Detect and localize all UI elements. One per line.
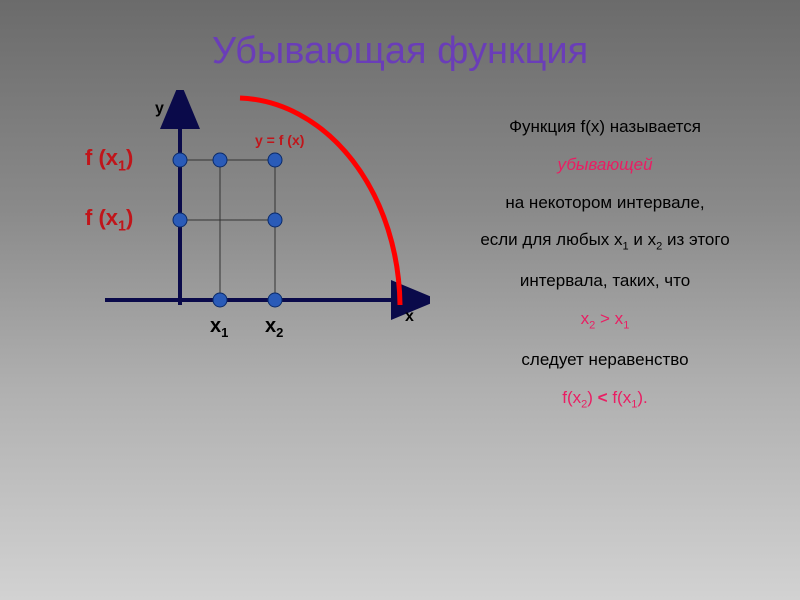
point-x2-fx1 bbox=[268, 153, 282, 167]
def-line7: следует неравенство bbox=[435, 348, 775, 372]
def-line4: если для любых x1 и x2 из этого bbox=[435, 228, 775, 255]
definition-text: Функция f(x) называется убывающей на нек… bbox=[435, 115, 775, 427]
page-title: Убывающая функция bbox=[0, 0, 800, 73]
x-axis-label: x bbox=[405, 308, 414, 326]
curve-label: y = f (x) bbox=[255, 132, 304, 148]
x2-tick-label: x2 bbox=[265, 315, 283, 340]
def-line1: Функция f(x) называется bbox=[435, 115, 775, 139]
fx2-label: f (x1) bbox=[85, 205, 133, 234]
y-axis-label: y bbox=[155, 100, 164, 118]
point-x2-axis bbox=[268, 293, 282, 307]
def-line6: x2 > x1 bbox=[435, 307, 775, 334]
curve bbox=[240, 98, 400, 305]
def-line8: f(x2) < f(x1). bbox=[435, 386, 775, 413]
point-fx1-axis bbox=[173, 153, 187, 167]
point-x1-fx1 bbox=[213, 153, 227, 167]
point-x2-fx2 bbox=[268, 213, 282, 227]
x1-tick-label: x1 bbox=[210, 315, 228, 340]
fx1-label: f (x1) bbox=[85, 145, 133, 174]
def-line5: интервала, таких, что bbox=[435, 269, 775, 293]
point-x1-axis bbox=[213, 293, 227, 307]
chart-container: y x y = f (x) f (x1) f (x1) x1 x2 bbox=[70, 90, 420, 370]
def-line2: убывающей bbox=[435, 153, 775, 177]
point-fx2-axis bbox=[173, 213, 187, 227]
def-line3: на некотором интервале, bbox=[435, 191, 775, 215]
